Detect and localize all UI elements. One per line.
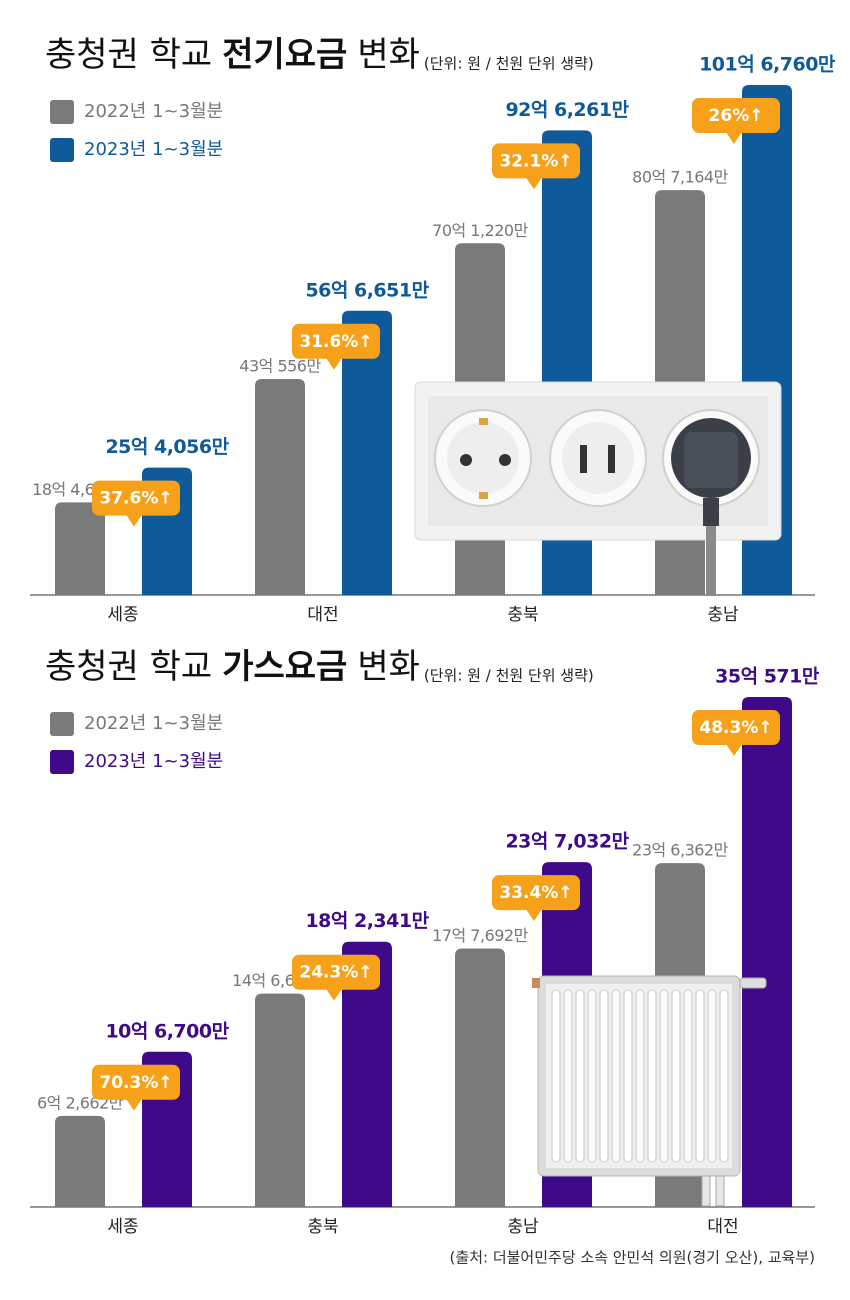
title-prefix: 충청권 학교 <box>45 35 212 75</box>
x-tick-label: 세종 <box>107 605 138 625</box>
title-suffix: 변화 <box>357 647 420 687</box>
change-callout: 48.3%↑ <box>692 710 780 756</box>
x-tick-label: 충남 <box>707 605 739 625</box>
value-label: 101억 6,760만 <box>699 54 836 76</box>
value-label: 10억 6,700만 <box>105 1020 229 1042</box>
callout-pointer <box>326 357 342 370</box>
bar <box>342 941 392 1207</box>
bar <box>255 379 305 595</box>
change-callout: 70.3%↑ <box>92 1064 180 1111</box>
value-label: 17억 7,692만 <box>432 926 528 945</box>
legend-label: 2022년 1~3월분 <box>84 101 223 122</box>
bar <box>55 502 105 595</box>
callout-box <box>492 875 580 911</box>
chart-title: 충청권 학교 가스요금 변화 <box>45 647 420 687</box>
outlet-illustration <box>414 381 782 596</box>
electric-chart: 충청권 학교 전기요금 변화 (단위: 원 / 천원 단위 생략) 2022년 1~3월… <box>30 35 836 625</box>
change-callout: 31.6%↑ <box>292 323 380 370</box>
callout-box <box>692 98 780 133</box>
change-label: 32.1%↑ <box>499 151 572 171</box>
change-callout: 24.3%↑ <box>292 954 380 1001</box>
value-label: 43억 556만 <box>239 357 321 376</box>
value-label: 70억 1,220만 <box>432 221 528 240</box>
value-label: 56억 6,651만 <box>305 279 429 301</box>
callout-pointer <box>726 132 742 144</box>
change-label: 48.3%↑ <box>699 718 772 738</box>
x-tick-label: 대전 <box>707 1217 738 1237</box>
legend-swatch <box>50 138 74 162</box>
callout-pointer <box>326 988 342 1001</box>
change-label: 31.6%↑ <box>299 332 372 352</box>
callout-pointer <box>526 909 542 922</box>
callout-pointer <box>126 1098 142 1111</box>
change-callout: 33.4%↑ <box>492 875 580 922</box>
callout-pointer <box>726 744 742 756</box>
value-label: 35억 571만 <box>715 666 820 688</box>
value-label: 18억 2,341만 <box>305 910 429 932</box>
callout-pointer <box>526 177 542 190</box>
chart-title: 충청권 학교 전기요금 변화 <box>45 35 420 75</box>
legend-label: 2022년 1~3월분 <box>84 713 223 734</box>
callout-box <box>692 710 780 745</box>
callout-box <box>292 323 380 359</box>
change-label: 26%↑ <box>709 106 764 126</box>
bar <box>455 948 505 1207</box>
value-label: 25억 4,056만 <box>105 436 229 458</box>
gas-chart: 충청권 학교 가스요금 변화 (단위: 원 / 천원 단위 생략) 2022년 1~3월… <box>30 647 820 1237</box>
bar <box>342 310 392 595</box>
legend-swatch <box>50 750 74 774</box>
value-label: 23억 6,362만 <box>632 841 728 860</box>
value-label: 23억 7,032만 <box>505 831 629 853</box>
change-callout: 26%↑ <box>692 98 780 144</box>
x-tick-label: 세종 <box>107 1217 138 1237</box>
x-tick-label: 충북 <box>307 1217 338 1237</box>
bar <box>55 1115 105 1207</box>
value-label: 92억 6,261만 <box>505 99 629 121</box>
change-label: 24.3%↑ <box>299 963 372 983</box>
callout-box <box>292 954 380 990</box>
x-tick-label: 충북 <box>507 605 538 625</box>
x-tick-label: 충남 <box>507 1217 539 1237</box>
change-label: 37.6%↑ <box>99 489 172 509</box>
source-note: (출처: 더불어민주당 소속 안민석 의원(경기 오산), 교육부) <box>450 1249 815 1267</box>
bar <box>255 993 305 1207</box>
x-tick-label: 대전 <box>307 605 338 625</box>
callout-pointer <box>126 514 142 527</box>
legend-label: 2023년 1~3월분 <box>84 751 223 772</box>
change-callout: 37.6%↑ <box>92 480 180 527</box>
legend-swatch <box>50 712 74 736</box>
unit-note: (단위: 원 / 천원 단위 생략) <box>424 667 594 685</box>
legend-label: 2023년 1~3월분 <box>84 139 223 160</box>
title-suffix: 변화 <box>357 35 420 75</box>
change-callout: 32.1%↑ <box>492 143 580 190</box>
callout-box <box>492 143 580 179</box>
bar <box>742 697 792 1207</box>
callout-box <box>92 1064 180 1100</box>
value-label: 80억 7,164만 <box>632 168 728 187</box>
legend-swatch <box>50 100 74 124</box>
callout-box <box>92 480 180 516</box>
title-emphasis: 가스요금 <box>222 647 347 687</box>
radiator-illustration <box>532 975 767 1207</box>
change-label: 70.3%↑ <box>99 1073 172 1093</box>
title-prefix: 충청권 학교 <box>45 647 212 687</box>
change-label: 33.4%↑ <box>499 883 572 903</box>
title-emphasis: 전기요금 <box>222 35 347 75</box>
unit-note: (단위: 원 / 천원 단위 생략) <box>424 55 594 73</box>
